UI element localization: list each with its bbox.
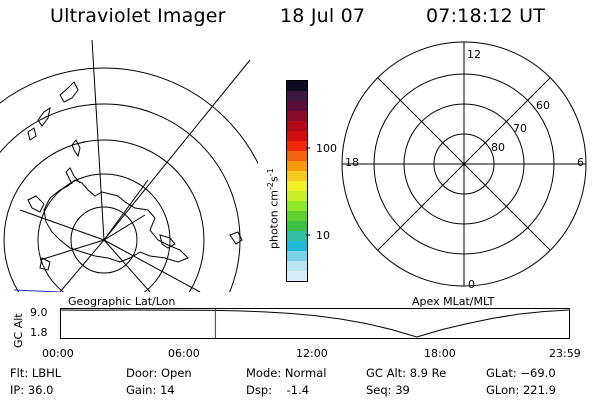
colorbar-tick-10: 10 xyxy=(316,229,330,242)
island-coastline xyxy=(27,127,37,141)
island-coastline xyxy=(229,231,243,245)
date-label: 18 Jul 07 xyxy=(280,5,366,27)
island-coastline xyxy=(159,234,176,249)
colorbar-segment xyxy=(287,191,307,201)
apex-label: Apex MLat/MLT xyxy=(412,295,495,308)
altitude-plot xyxy=(60,308,570,339)
colorbar-tick-100: 100 xyxy=(316,142,337,155)
colorbar-segment xyxy=(287,161,307,171)
colorbar xyxy=(286,80,308,282)
mlt-label-0: 0 xyxy=(468,278,475,291)
colorbar-segment xyxy=(287,221,307,231)
mode-value: Mode: Normal xyxy=(246,366,327,380)
alt-plot-ylabel: GC Alt xyxy=(12,313,25,348)
mlt-label-18: 18 xyxy=(345,156,359,169)
grid-edge-line xyxy=(13,289,61,292)
seq-value: Seq: 39 xyxy=(366,383,410,397)
meridian-line xyxy=(103,179,149,241)
glat-value: GLat: −69.0 xyxy=(486,366,556,380)
meridian-line xyxy=(103,239,151,292)
instrument-title: Ultraviolet Imager xyxy=(50,5,226,27)
meridian-line xyxy=(103,239,201,292)
colorbar-segment xyxy=(287,131,307,141)
colorbar-segment xyxy=(287,261,307,271)
colorbar-segment xyxy=(287,241,307,251)
lat-circle xyxy=(0,103,241,292)
lat-circle xyxy=(37,173,171,292)
alt-xtick-1800: 18:00 xyxy=(424,347,456,360)
alt-xtick-0600: 06:00 xyxy=(168,347,200,360)
colorbar-segment xyxy=(287,231,307,241)
mlat-label-70: 70 xyxy=(513,122,527,135)
door-value: Door: Open xyxy=(126,366,192,380)
colorbar-ticks xyxy=(306,147,310,236)
mlt-diagonal xyxy=(377,77,551,251)
alt-xtick-2359: 23:59 xyxy=(549,347,581,360)
antarctic-peninsula-coastline xyxy=(65,167,81,185)
south-america-coastline xyxy=(71,139,81,158)
alt-ytick-1.8: 1.8 xyxy=(30,326,48,339)
mlt-label-12: 12 xyxy=(467,48,481,61)
new-zealand-coastline xyxy=(37,106,51,127)
meridian-line xyxy=(19,209,105,241)
lat-circle xyxy=(0,67,258,165)
colorbar-segment xyxy=(287,91,307,101)
antarctica-coastline xyxy=(43,179,189,263)
meridian-line xyxy=(103,214,146,241)
colorbar-segment xyxy=(287,151,307,161)
gc-alt-value: GC Alt: 8.9 Re xyxy=(366,366,447,380)
dsp-value: Dsp: -1.4 xyxy=(246,383,310,397)
colorbar-segment xyxy=(287,141,307,151)
colorbar-segment xyxy=(287,271,307,281)
mlat-label-60: 60 xyxy=(536,99,550,112)
meridian-line xyxy=(91,40,105,241)
alt-ytick-9: 9.0 xyxy=(30,306,48,319)
colorbar-segment xyxy=(287,111,307,121)
colorbar-segment xyxy=(287,171,307,181)
alt-xtick-0000: 00:00 xyxy=(42,347,74,360)
colorbar-segment xyxy=(287,181,307,191)
altitude-curve xyxy=(60,309,570,338)
colorbar-segment xyxy=(287,251,307,261)
mlt-label-6: 6 xyxy=(577,156,584,169)
colorbar-segment xyxy=(287,101,307,111)
ip-value: IP: 36.0 xyxy=(10,383,54,397)
mlat-label-80: 80 xyxy=(491,141,505,154)
australia-coastline xyxy=(39,257,51,271)
lat-circle xyxy=(70,206,138,274)
polar-plot xyxy=(341,41,587,287)
meridian-line xyxy=(59,239,105,292)
meridian-line xyxy=(39,239,105,261)
alt-xtick-1200: 12:00 xyxy=(296,347,328,360)
colorbar-segment xyxy=(287,121,307,131)
colorbar-segment xyxy=(287,201,307,211)
colorbar-units-label: photon cm-2s-1 xyxy=(266,168,281,249)
geographic-label: Geographic Lat/Lon xyxy=(68,295,176,308)
time-label: 07:18:12 UT xyxy=(426,5,546,27)
filter-value: Flt: LBHL xyxy=(10,366,62,380)
glon-value: GLon: 221.9 xyxy=(486,383,556,397)
geographic-map xyxy=(0,40,258,292)
lat-circle xyxy=(3,139,205,292)
meridian-line xyxy=(103,59,251,241)
colorbar-segment xyxy=(287,81,307,91)
colorbar-segment xyxy=(287,211,307,221)
new-zealand-coastline xyxy=(59,81,79,103)
gain-value: Gain: 14 xyxy=(126,383,175,397)
south-america-coastline xyxy=(27,195,45,213)
